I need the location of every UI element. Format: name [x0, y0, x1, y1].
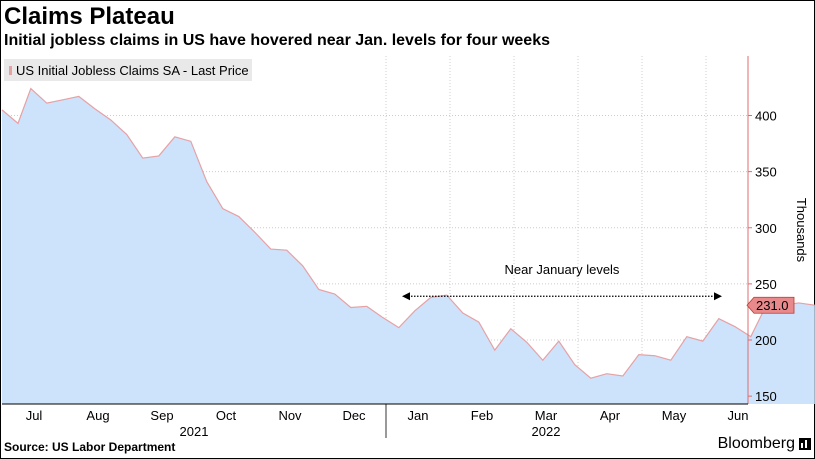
x-tick-label: Feb — [471, 408, 493, 423]
last-price-label: 231.0 — [756, 298, 789, 313]
x-tick-label: Jun — [728, 408, 749, 423]
x-tick-label: Mar — [535, 408, 558, 423]
x-tick-label: Jan — [408, 408, 429, 423]
series-area — [2, 88, 815, 404]
x-tick-label: Nov — [278, 408, 302, 423]
chart-subtitle: Initial jobless claims in US have hovere… — [4, 32, 550, 49]
x-tick-label: Oct — [216, 408, 237, 423]
annotation-arrowhead-right — [714, 292, 722, 301]
legend-box — [4, 59, 252, 81]
y-tick-label: 200 — [755, 333, 777, 348]
last-price-tag — [746, 296, 795, 314]
y-tick-label: 250 — [755, 277, 777, 292]
x-tick-label: Dec — [342, 408, 366, 423]
x-tick-label: Apr — [600, 408, 621, 423]
y-tick-label: 400 — [755, 108, 777, 123]
x-tick-label: Jul — [26, 408, 43, 423]
annotation-arrowhead-left — [402, 292, 410, 301]
series-line — [1, 87, 815, 379]
y-axis-title: Thousands — [794, 198, 809, 263]
source-note: Source: US Labor Department — [4, 440, 176, 454]
x-tick-label: Aug — [86, 408, 109, 423]
chart-title: Claims Plateau — [4, 3, 175, 30]
brand-name: Bloomberg — [717, 435, 795, 452]
brand-footer: Bloomberg — [718, 435, 811, 453]
legend-label: US Initial Jobless Claims SA - Last Pric… — [16, 63, 249, 78]
x-tick-label: May — [662, 408, 687, 423]
x-tick-label: Sep — [150, 408, 173, 423]
annotation-text: Near January levels — [505, 262, 620, 277]
x-year-label: 2022 — [532, 424, 561, 439]
legend-swatch — [9, 66, 12, 75]
y-tick-label: 350 — [755, 165, 777, 180]
bloomberg-logo-icon — [799, 438, 811, 450]
x-year-label: 2021 — [180, 424, 209, 439]
y-tick-label: 150 — [755, 389, 777, 404]
y-tick-label: 300 — [755, 221, 777, 236]
